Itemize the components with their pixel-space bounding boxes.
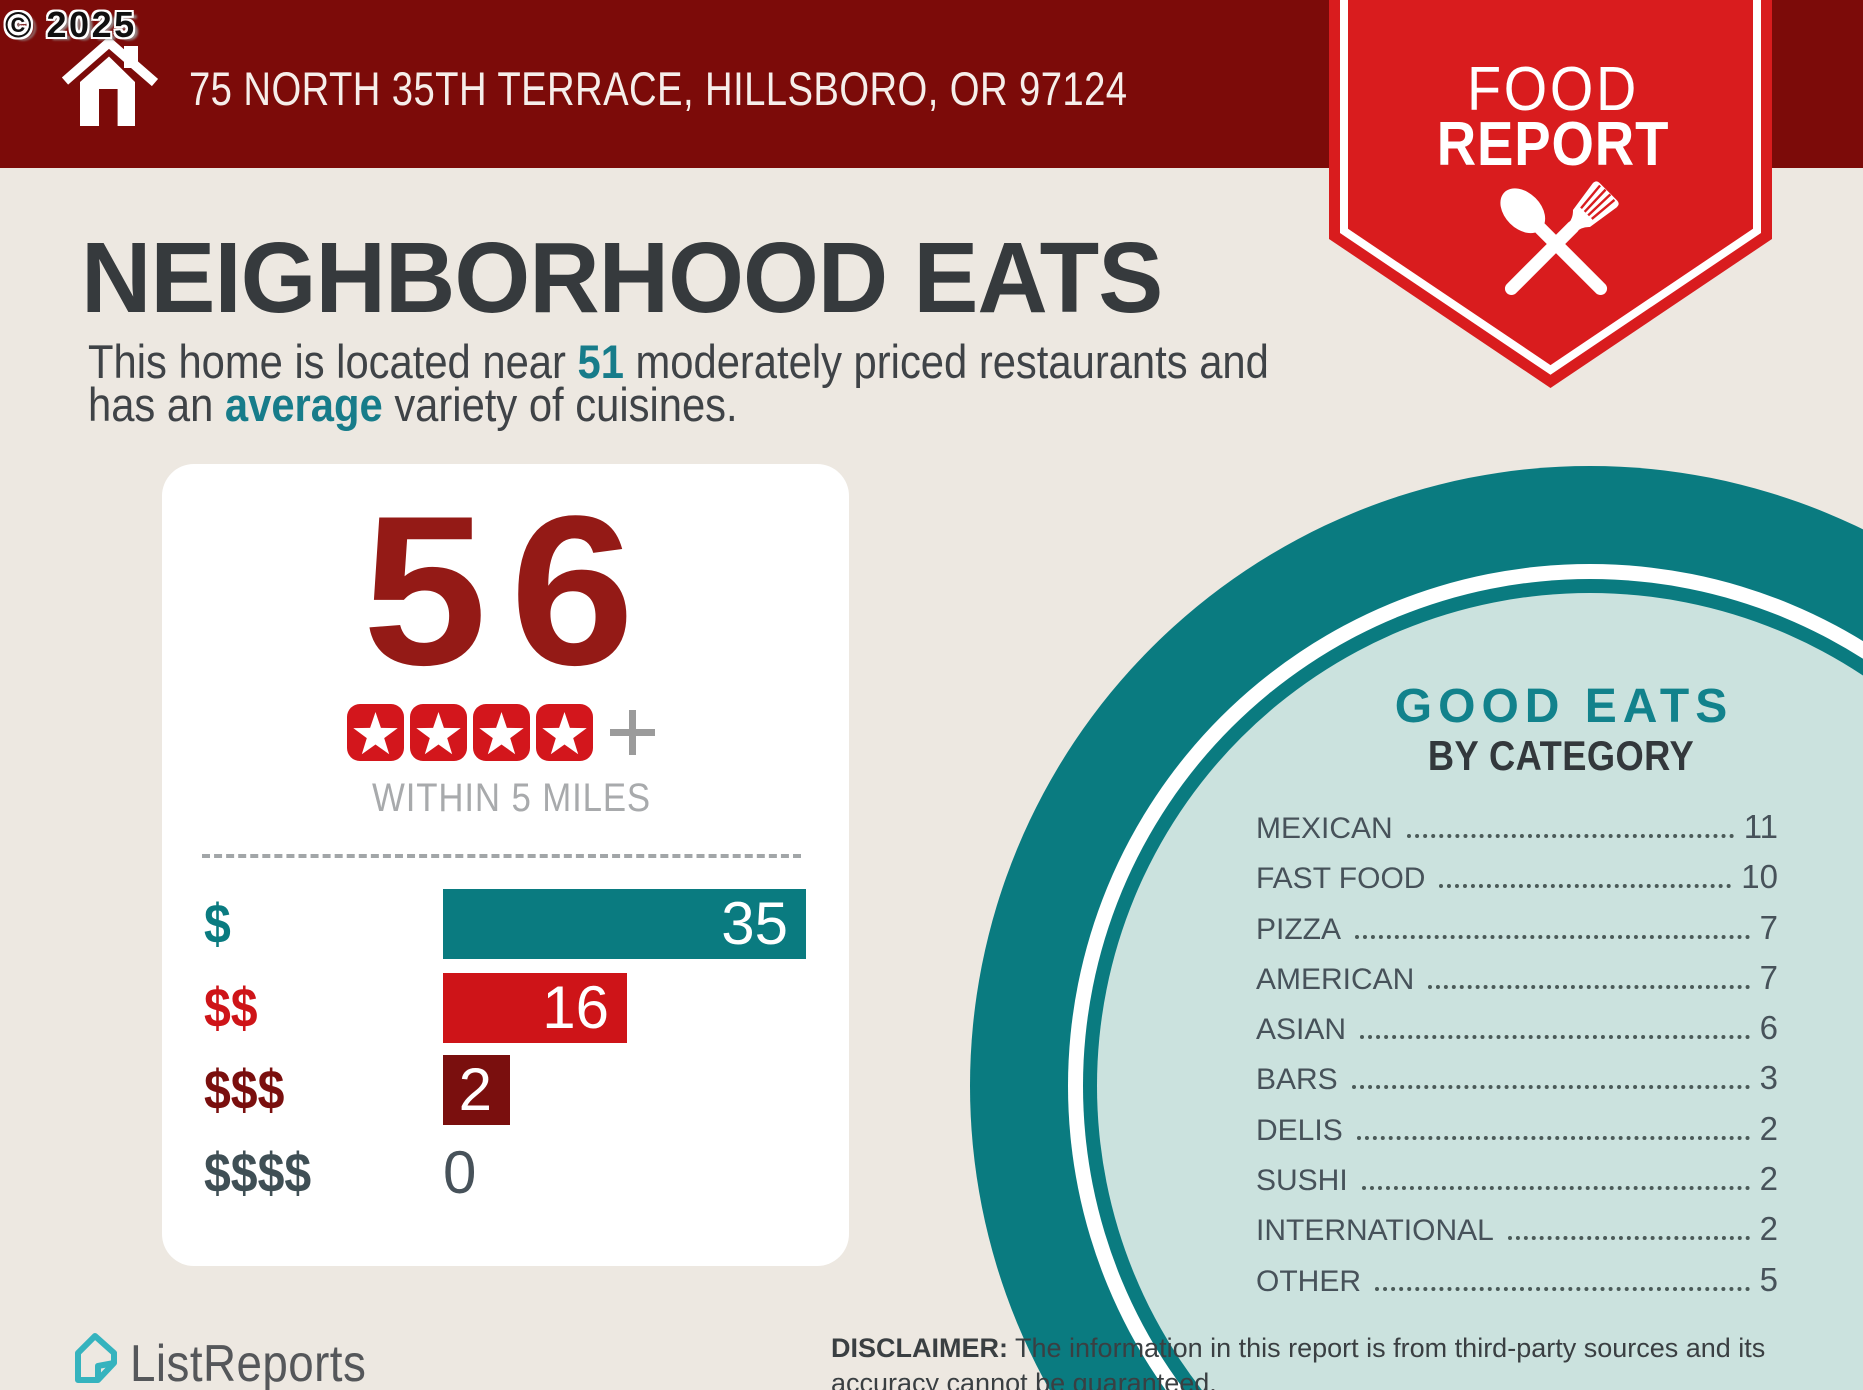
svg-text:REPORT: REPORT: [1437, 110, 1670, 179]
svg-text:FOOD: FOOD: [1467, 55, 1639, 123]
